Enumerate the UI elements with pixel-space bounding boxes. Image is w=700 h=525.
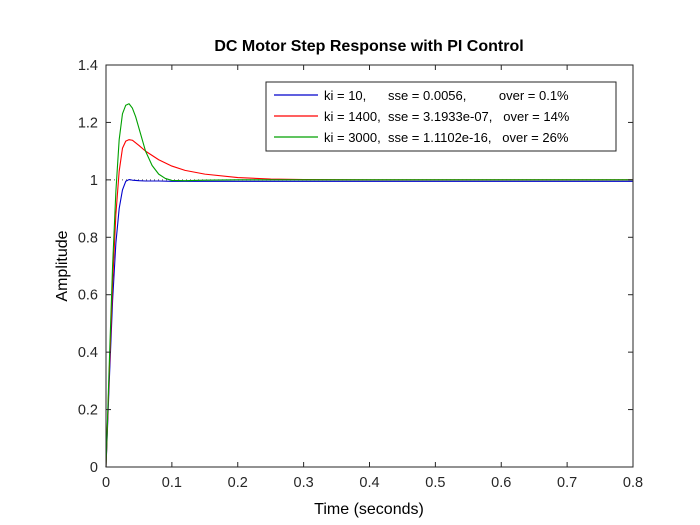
- legend-label-1: ki = 10, sse = 0.0056, over = 0.1%: [324, 88, 569, 103]
- x-tick-label: 0.5: [425, 475, 445, 491]
- legend-label-2: ki = 1400, sse = 3.1933e-07, over = 14%: [324, 109, 570, 124]
- x-tick-label: 0.2: [228, 475, 248, 491]
- x-tick-label: 0.3: [294, 475, 314, 491]
- x-tick-label: 0: [102, 475, 110, 491]
- series-line-1: [105, 179, 633, 468]
- x-tick-label: 0.7: [557, 475, 577, 491]
- legend-box: [265, 81, 617, 152]
- legend-label-3: ki = 3000, sse = 1.1102e-16, over = 26%: [324, 130, 569, 145]
- chart-title: DC Motor Step Response with PI Control: [214, 38, 523, 55]
- series-line-3: [105, 103, 633, 468]
- x-tick-label: 0.1: [162, 475, 182, 491]
- y-tick-label: 0.2: [78, 403, 98, 419]
- x-tick-label: 0.8: [623, 475, 643, 491]
- y-tick-label: 0.6: [78, 288, 98, 304]
- y-tick-label: 0.4: [78, 345, 98, 361]
- y-tick-label: 1.4: [78, 58, 98, 74]
- y-tick-label: 0: [90, 460, 98, 476]
- x-tick-label: 0.4: [359, 475, 379, 491]
- x-axis-label: Time (seconds): [314, 501, 424, 518]
- y-tick-label: 1: [90, 173, 98, 189]
- ticks-layer: 0 0.1 0.2 0.3 0.4 0.5 0.6 0.7 0.8 0 0.2 0.4 0.6 0.8 1 1…: [78, 58, 643, 491]
- y-tick-label: 1.2: [78, 115, 98, 131]
- series-layer: [105, 103, 633, 468]
- legend: ki = 10, sse = 0.0056, over = 0.1% ki = 1…: [265, 81, 617, 152]
- x-tick-label: 0.6: [491, 475, 511, 491]
- y-tick-label: 0.8: [78, 230, 98, 246]
- y-axis-label: Amplitude: [54, 230, 71, 301]
